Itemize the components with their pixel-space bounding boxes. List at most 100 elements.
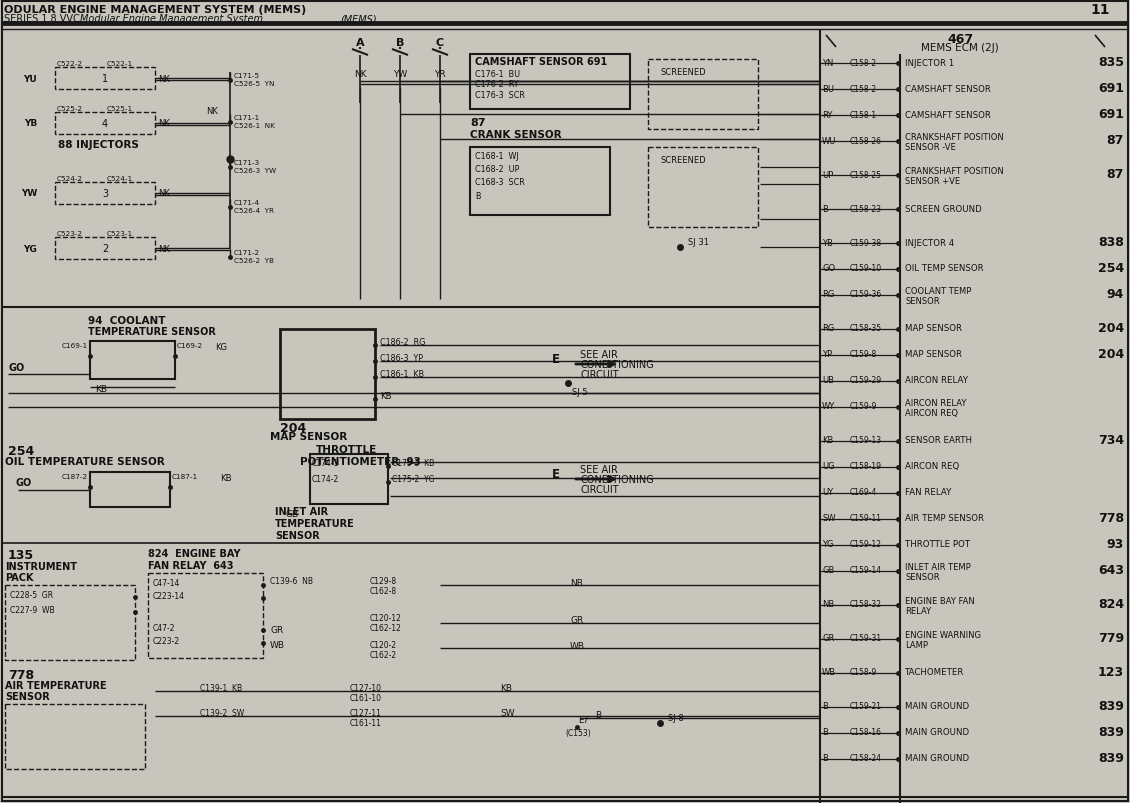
Text: C158-23: C158-23	[850, 204, 883, 214]
Text: C174-1: C174-1	[312, 459, 339, 467]
Text: SENSOR -VE: SENSOR -VE	[905, 143, 956, 153]
Text: AIRCON REQ: AIRCON REQ	[905, 409, 958, 418]
Text: KB: KB	[822, 436, 834, 445]
Bar	[280, 329, 375, 419]
Text: ODULAR ENGINE MANAGEMENT SYSTEM (MEMS): ODULAR ENGINE MANAGEMENT SYSTEM (MEMS)	[5, 5, 306, 15]
Text: 734: 734	[1098, 434, 1124, 447]
Text: THROTTLE: THROTTLE	[316, 444, 377, 454]
Text: 204: 204	[280, 422, 306, 434]
Text: KG: KG	[215, 343, 227, 352]
Text: WB: WB	[570, 642, 585, 650]
Text: C158-2: C158-2	[850, 59, 877, 67]
Text: OIL TEMPERATURE SENSOR: OIL TEMPERATURE SENSOR	[5, 456, 165, 467]
Text: SERIES 1.8 VVC: SERIES 1.8 VVC	[5, 14, 80, 24]
Text: C127-10: C127-10	[350, 683, 382, 692]
Text: C186-3  YP: C186-3 YP	[380, 353, 423, 362]
Text: GR: GR	[822, 634, 834, 642]
Bar	[647, 60, 758, 130]
Text: C522-1: C522-1	[107, 61, 133, 67]
Text: LAMP: LAMP	[905, 641, 928, 650]
Text: KB: KB	[95, 385, 107, 393]
Text: TEMPERATURE: TEMPERATURE	[275, 519, 355, 528]
Text: YB: YB	[24, 120, 37, 128]
Text: MAIN GROUND: MAIN GROUND	[905, 702, 970, 711]
Text: RG: RG	[822, 324, 834, 333]
Text: C176-2  RY: C176-2 RY	[475, 80, 519, 89]
Text: YU: YU	[24, 75, 37, 84]
Text: SW: SW	[822, 514, 835, 523]
Text: C187-1: C187-1	[172, 474, 198, 479]
Text: CONDITIONING: CONDITIONING	[580, 360, 654, 369]
Text: C171-5: C171-5	[234, 73, 260, 79]
Text: GB: GB	[285, 509, 298, 519]
Text: C523-2: C523-2	[56, 230, 84, 237]
Text: (C153): (C153)	[565, 728, 591, 737]
Text: INLET AIR: INLET AIR	[275, 507, 328, 516]
Text: AIR TEMP SENSOR: AIR TEMP SENSOR	[905, 514, 984, 523]
Text: 87: 87	[1106, 169, 1124, 181]
Text: NB: NB	[822, 600, 834, 609]
Text: SJ 5: SJ 5	[572, 388, 588, 397]
Text: 254: 254	[8, 444, 34, 458]
Text: THROTTLE POT: THROTTLE POT	[905, 540, 970, 548]
Text: C161-10: C161-10	[350, 693, 382, 702]
Text: ENGINE BAY FAN: ENGINE BAY FAN	[905, 597, 975, 605]
Text: UB: UB	[822, 376, 834, 385]
Text: TEMPERATURE SENSOR: TEMPERATURE SENSOR	[88, 327, 216, 336]
Text: C159-38: C159-38	[850, 238, 883, 247]
Text: C159-31: C159-31	[850, 634, 883, 642]
Text: CONDITIONING: CONDITIONING	[580, 475, 654, 484]
Text: 123: 123	[1098, 666, 1124, 679]
Text: YP: YP	[822, 350, 832, 359]
Text: C171-4: C171-4	[234, 200, 260, 206]
Text: GO: GO	[15, 478, 32, 487]
Text: INJECTOR 1: INJECTOR 1	[905, 59, 954, 67]
Text: YG: YG	[822, 540, 834, 548]
Text: C169-1: C169-1	[62, 343, 88, 349]
Text: 824: 824	[1098, 597, 1124, 611]
Text: NK: NK	[158, 75, 170, 84]
Text: 691: 691	[1098, 108, 1124, 121]
Text: SEE AIR: SEE AIR	[580, 349, 618, 360]
Text: 1: 1	[102, 74, 108, 84]
Text: SENSOR: SENSOR	[905, 297, 940, 306]
Text: SENSOR: SENSOR	[275, 530, 320, 540]
Text: 87: 87	[1106, 134, 1124, 147]
Text: B: B	[396, 38, 405, 48]
Text: C159-8: C159-8	[850, 350, 877, 359]
Text: C139-2  SW: C139-2 SW	[200, 708, 244, 717]
Text: POTENTIOMETER  93: POTENTIOMETER 93	[299, 456, 420, 467]
Text: INLET AIR TEMP: INLET AIR TEMP	[905, 563, 971, 572]
Text: 779: 779	[1098, 632, 1124, 645]
Text: KB: KB	[380, 392, 392, 401]
Text: C158-9: C158-9	[850, 667, 877, 677]
Bar	[5, 704, 145, 769]
Text: 3: 3	[102, 189, 108, 199]
Text: WU: WU	[822, 137, 836, 145]
Text: C525-1: C525-1	[107, 106, 133, 112]
Text: C174-2: C174-2	[312, 475, 339, 483]
Text: C162-12: C162-12	[370, 623, 402, 632]
Bar	[310, 454, 388, 504]
Text: 839: 839	[1098, 752, 1124, 764]
Text: 467: 467	[947, 33, 973, 46]
Text: C47-2: C47-2	[153, 623, 175, 632]
Text: AIRCON REQ: AIRCON REQ	[905, 462, 959, 471]
Text: YB: YB	[822, 238, 833, 247]
Bar	[55, 113, 155, 135]
Text: C47-14: C47-14	[153, 578, 181, 587]
Text: BU: BU	[822, 84, 834, 93]
Text: 839: 839	[1098, 726, 1124, 739]
Text: AIRCON RELAY: AIRCON RELAY	[905, 399, 966, 408]
Text: 824  ENGINE BAY: 824 ENGINE BAY	[148, 548, 241, 558]
Text: C159-14: C159-14	[850, 566, 883, 575]
Text: B: B	[822, 753, 828, 763]
Text: SEE AIR: SEE AIR	[580, 464, 618, 475]
Text: C526-2  YB: C526-2 YB	[234, 258, 273, 263]
Text: C168-1  WJ: C168-1 WJ	[475, 152, 519, 161]
Text: C223-2: C223-2	[153, 636, 180, 645]
Text: NK: NK	[206, 106, 218, 116]
Text: E7: E7	[579, 715, 589, 724]
Text: MAP SENSOR: MAP SENSOR	[905, 324, 962, 333]
Text: RELAY: RELAY	[905, 607, 931, 616]
